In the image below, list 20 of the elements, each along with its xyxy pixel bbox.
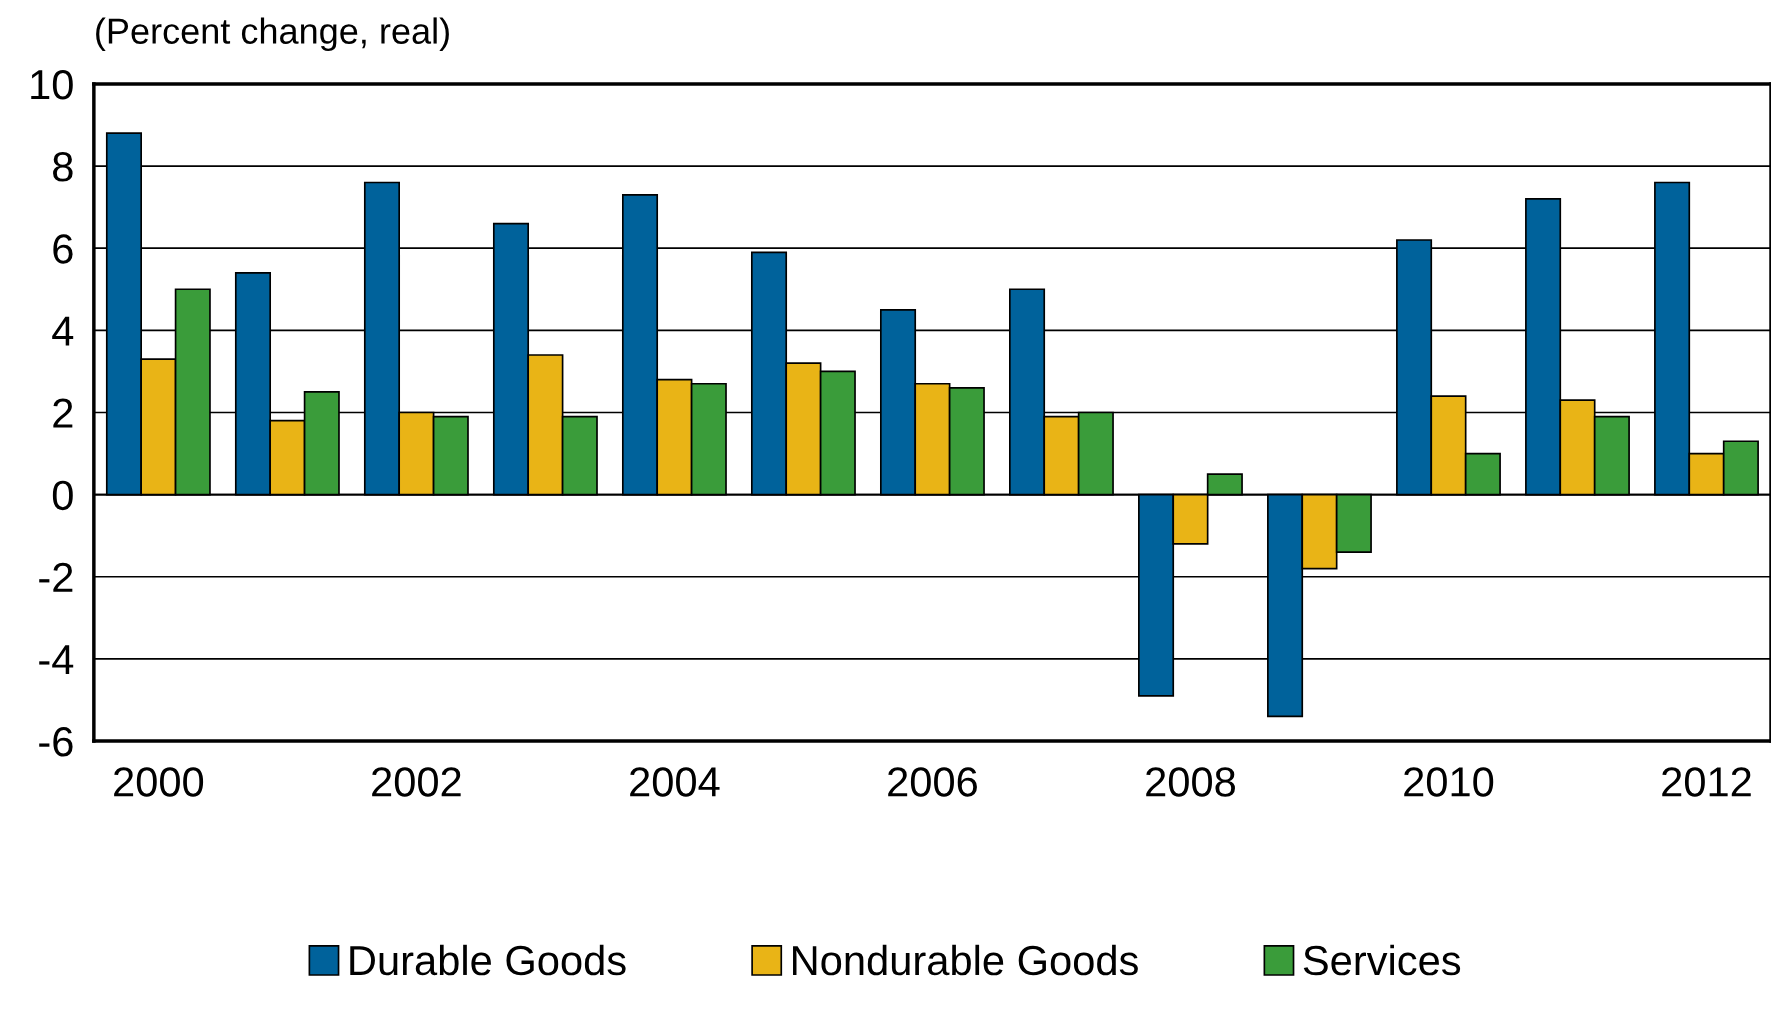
legend-label: Services [1303,944,1461,976]
legend-label: Durable Goods [350,944,626,976]
x-tick-label: 2000 [114,767,204,797]
y-tick-label: 4 [52,316,74,346]
y-tick-label: 6 [53,234,73,264]
x-tick-label: 2012 [1662,767,1751,797]
y-tick-label: -2 [39,562,73,592]
x-tick-label: 2004 [630,767,720,797]
x-tick-label: 2002 [372,767,461,797]
legend-label: Nondurable Goods [793,944,1138,976]
x-tick-label: 2006 [888,767,977,797]
y-axis-title: (Percent change, real) [96,17,449,52]
y-tick-label: 8 [53,152,73,182]
y-tick-label: 10 [31,69,73,100]
x-tick-label: 2010 [1404,767,1494,797]
y-tick-label: 0 [52,480,73,511]
x-tick-label: 2008 [1146,767,1235,797]
y-tick-label: -6 [39,727,73,757]
y-tick-label: 2 [53,398,73,428]
y-tick-label: -4 [39,645,74,675]
